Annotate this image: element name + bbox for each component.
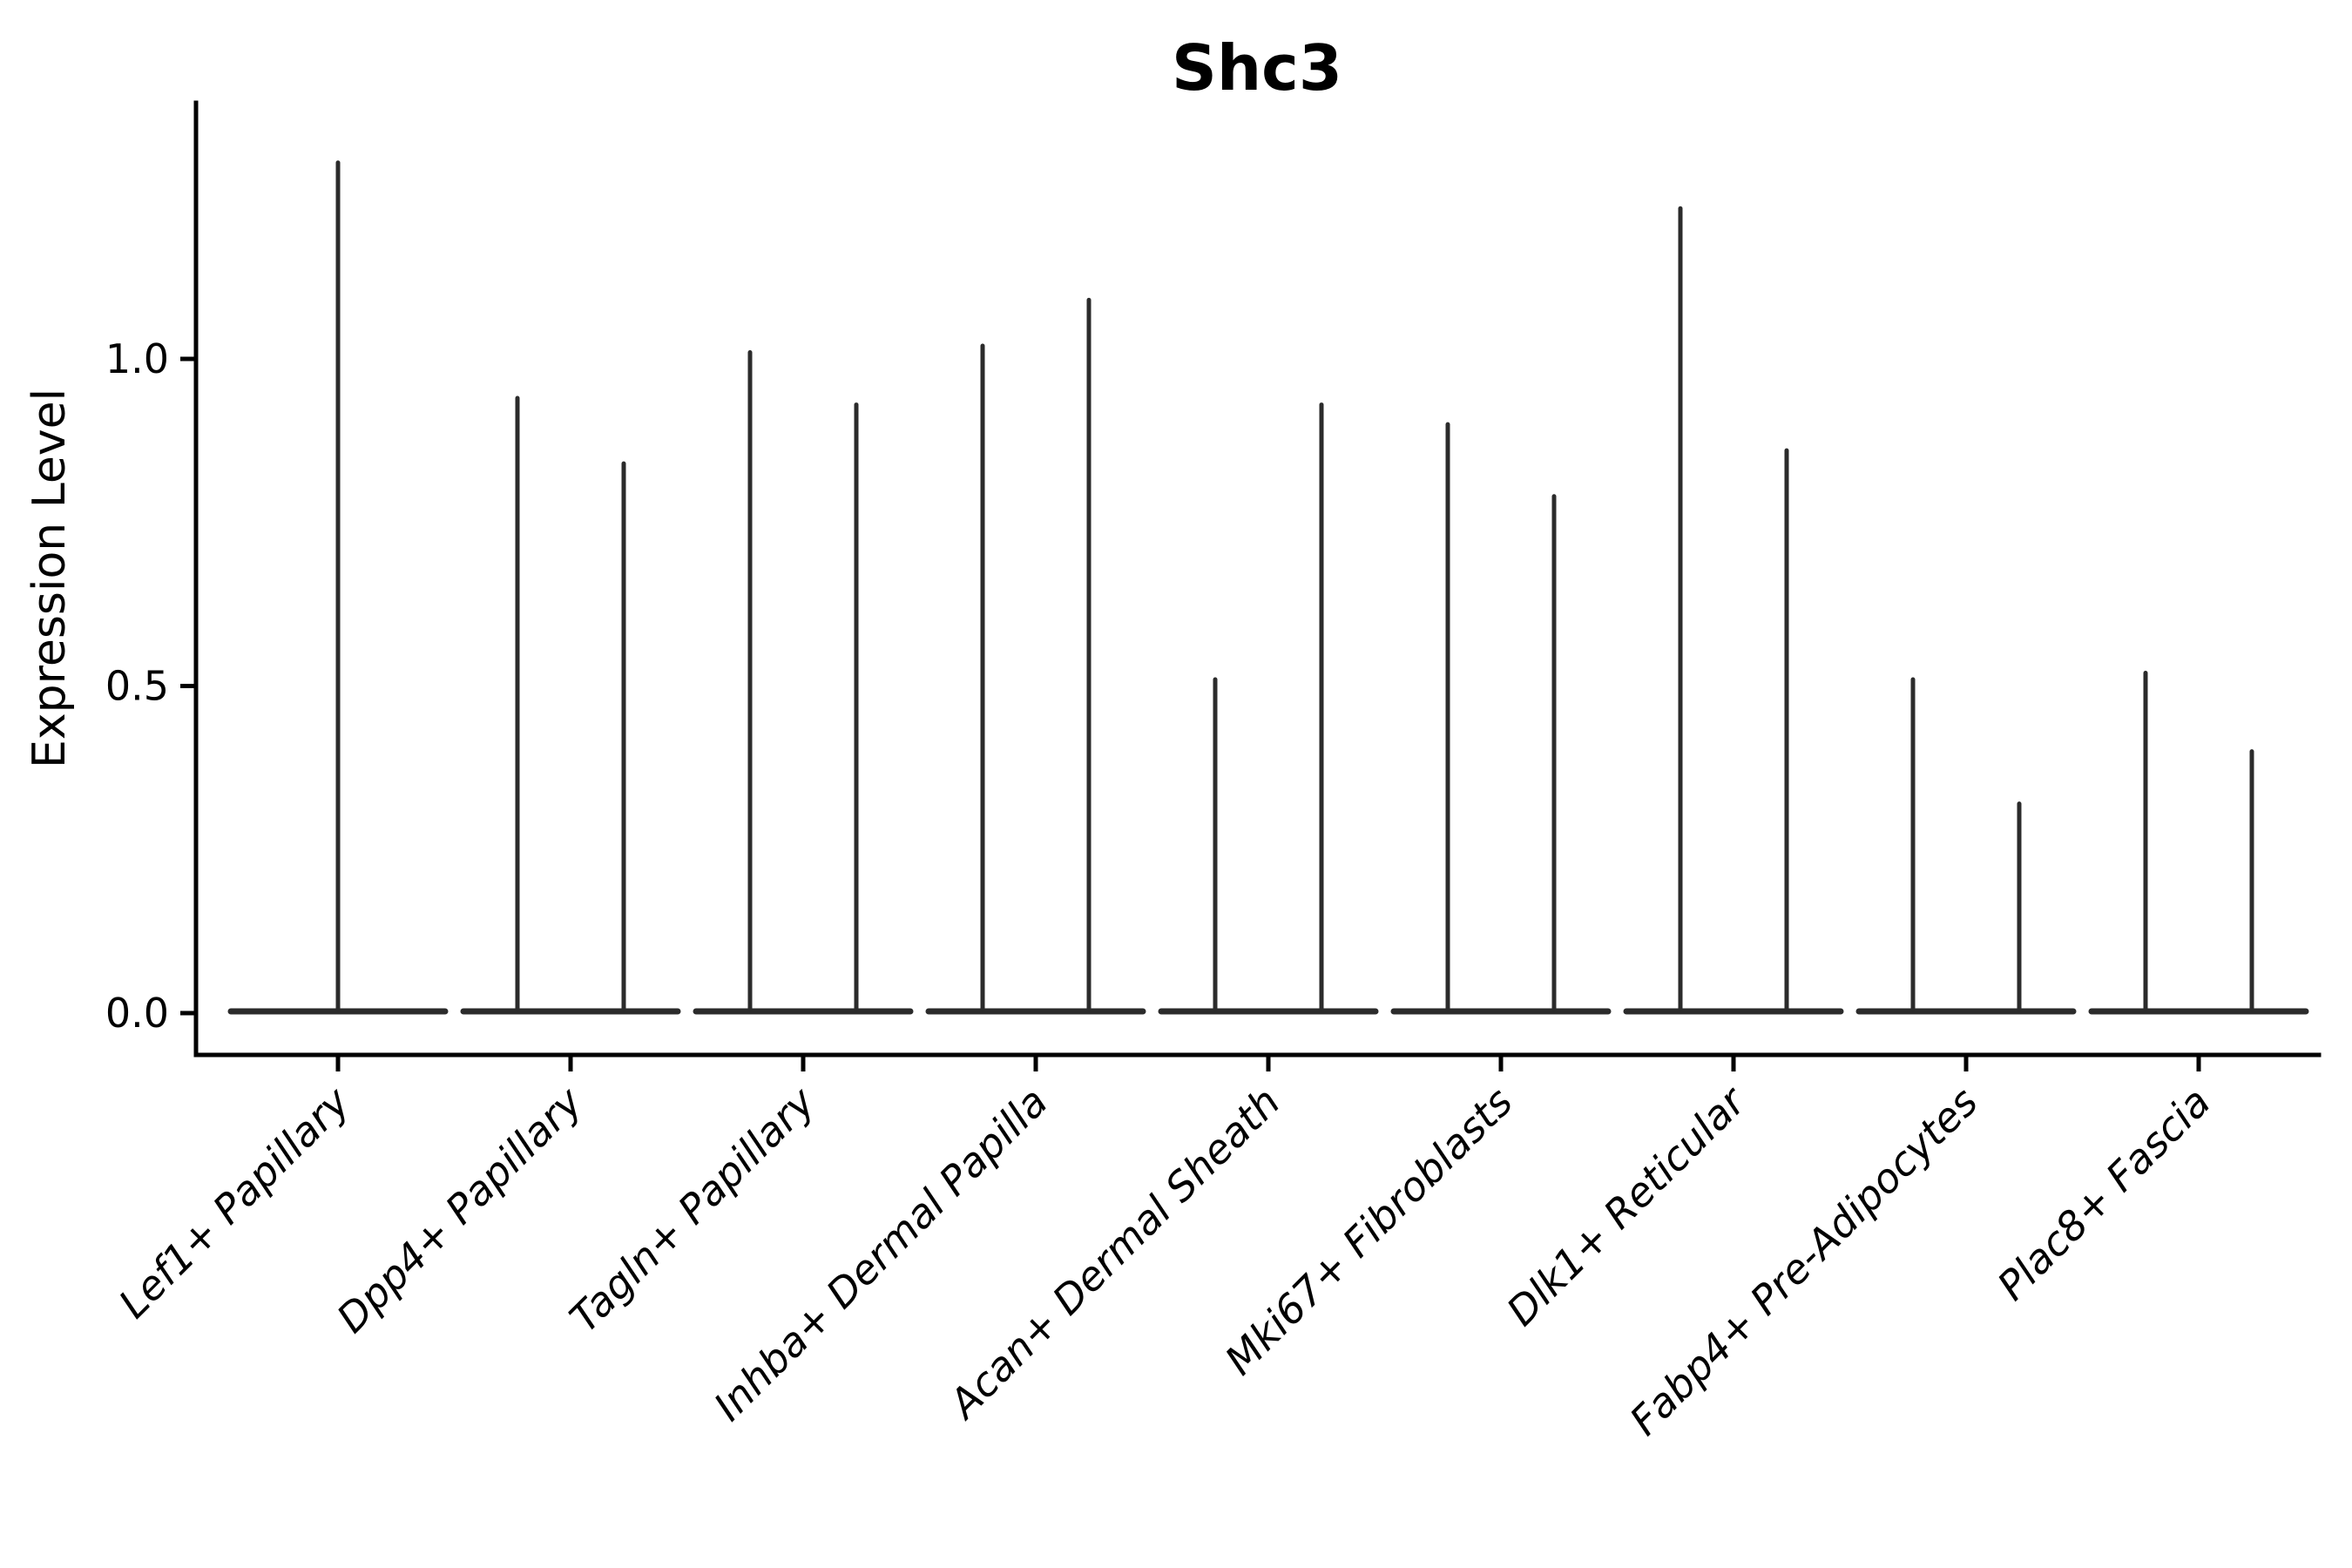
x-tick-label: Dlk1+ Reticular — [1497, 1076, 1756, 1335]
axis-spines — [193, 100, 2322, 1058]
y-tick-label: 0.5 — [105, 663, 169, 710]
chart-title: Shc3 — [1172, 31, 1342, 105]
y-tick-label: 1.0 — [105, 335, 169, 382]
x-tick-label: Plac8+ Fascia — [1988, 1078, 2219, 1309]
x-tick-label: Tagln+ Papillary — [560, 1078, 824, 1342]
x-tick-label: Lef1+ Papillary — [110, 1078, 359, 1327]
x-tick-label: Dpp4+ Papillary — [328, 1078, 591, 1342]
y-axis-label: Expression Level — [24, 389, 76, 768]
y-tick-label: 0.0 — [105, 990, 169, 1037]
